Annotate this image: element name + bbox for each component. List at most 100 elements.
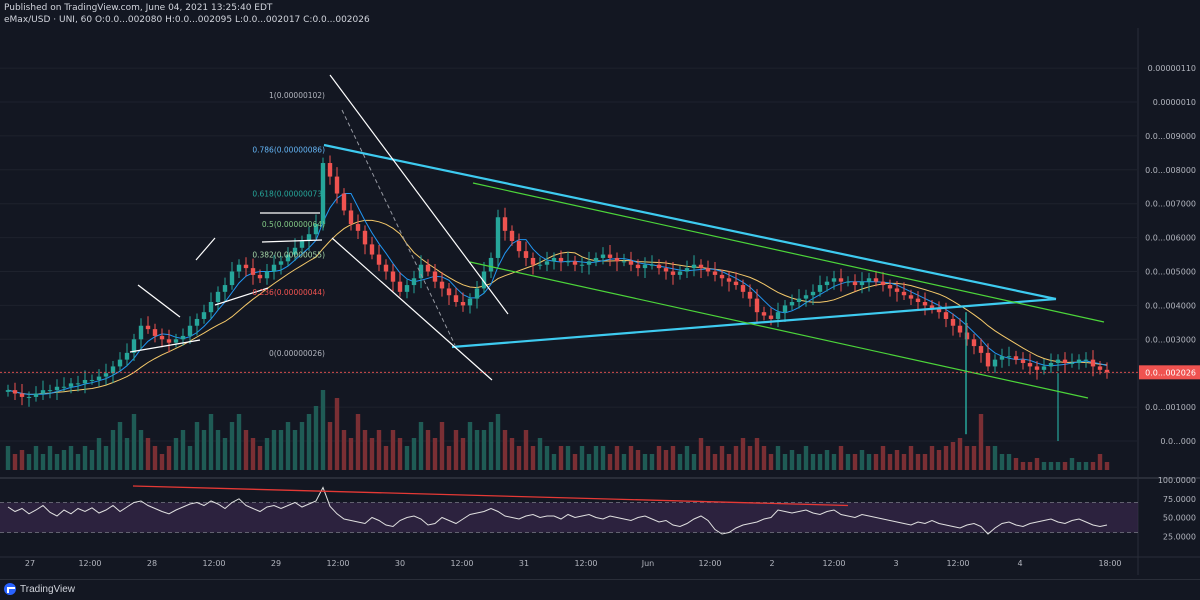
volume-bar [47,446,53,470]
volume-bar [1027,462,1033,470]
candle-body [880,281,886,286]
brand-label: TradingView [20,583,76,595]
candle-body [47,390,53,392]
volume-bar [334,398,340,470]
volume-bar [383,446,389,470]
candle-body [61,386,67,388]
candle-body [467,298,473,306]
candle-body [369,244,375,255]
candle-body [327,163,333,177]
candle-body [1048,363,1054,367]
volume-bar [488,422,494,470]
candle-body [894,288,900,292]
time-tick-label: 12:00 [202,559,225,568]
wedge-upper-line [329,74,509,315]
volume-bar [299,422,305,470]
volume-bar [747,446,753,470]
time-axis[interactable]: 27 12:00 28 12:00 29 12:00 30 12:00 31 12:00 Jun 12… [25,559,1122,568]
candle-body [376,254,382,265]
volume-bar [1104,462,1110,470]
price-tick-label: 0.0...003000 [1145,335,1196,344]
volume-bar [12,454,18,470]
candle-body [712,271,718,275]
price-axis[interactable]: 0.00000110 0.0000010 0.0...009000 0.0...008… [1139,64,1200,446]
volume-bar [824,450,830,470]
candle-body [957,325,963,333]
volume-bar [621,454,627,470]
volume-bar [929,446,935,470]
ascending-trendline [451,297,1057,349]
candle-body [12,390,18,394]
candle-body [1034,366,1040,370]
volume-bar [348,438,354,470]
candle-body [691,264,697,269]
volume-bar [754,438,760,470]
candle-body [313,224,319,235]
candle-body [523,251,529,258]
volume-bar [859,450,865,470]
candle-body [425,264,431,272]
candle-body [544,261,550,265]
symbol-legend[interactable]: eMax/USD · UNI, 60 O:0.0...002080 H:0.0.… [4,15,370,25]
volume-bar [411,438,417,470]
volume-bar [173,438,179,470]
volume-bars [5,390,1110,470]
candle-body [453,295,459,303]
current-price-badge [1139,365,1200,380]
candle-body [565,261,571,263]
footer-bar: TradingView [0,579,1200,600]
fibonacci-labels: 1(0.00000102) 0.786(0.00000086) 0.618(0.00… [252,91,325,358]
trendline-drawings[interactable] [0,74,1138,399]
candle-body [481,271,487,289]
candle-body [831,278,837,282]
volume-bar [922,454,928,470]
candle-body [964,332,970,340]
volume-bar [75,454,81,470]
candle-body [334,176,340,194]
candle-body [103,373,109,377]
volume-bar [229,422,235,470]
rsi-tick-label: 50.0000 [1163,514,1196,523]
candle-body [173,339,179,343]
tradingview-logo[interactable]: TradingView [4,583,75,595]
volume-bar [817,454,823,470]
candle-body [803,295,809,299]
candle-body [670,271,676,275]
volume-bar [502,430,508,470]
candle-body [278,261,284,265]
candle-body [1041,366,1047,370]
candle-body [887,285,893,289]
volume-bar [733,446,739,470]
candle-body [446,288,452,296]
candle-body [1104,369,1110,373]
fib-label-5: 0.236(0.00000044) [252,288,325,297]
candle-body [19,393,25,397]
time-tick-label: Jun [641,559,655,568]
volume-bar [642,454,648,470]
candle-body [796,298,802,303]
rsi-tick-label: 100.0000 [1158,476,1196,485]
volume-bar [803,446,809,470]
candle-body [537,264,543,266]
volume-bar [96,438,102,470]
candle-body [236,264,242,272]
candle-body [166,339,172,343]
candle-body [775,312,781,319]
rsi-divergence-line [132,485,849,507]
candle-body [852,281,858,286]
candle-body [320,163,326,225]
volume-bar [719,446,725,470]
volume-bar [82,446,88,470]
time-tick-label: 28 [147,559,157,568]
volume-bar [635,450,641,470]
candle-body [1090,359,1096,367]
rsi-tick-label: 25.0000 [1163,532,1196,541]
candle-body [530,257,536,265]
volume-bar [957,438,963,470]
volume-bar [5,446,11,470]
rsi-band-fill [0,502,1138,533]
time-tick-label: 27 [25,559,35,568]
candle-body [82,379,88,384]
volume-bar [327,422,333,470]
